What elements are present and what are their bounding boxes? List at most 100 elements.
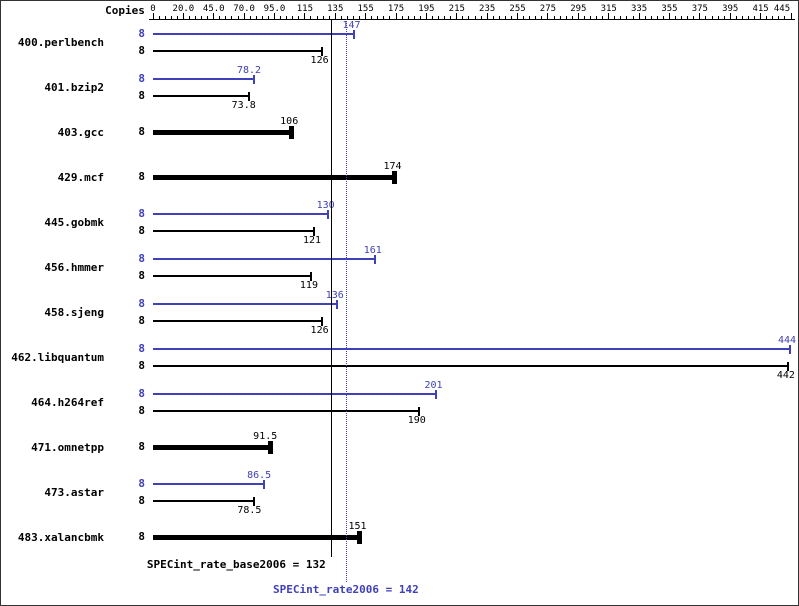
x-axis-tick-label: 95.0 [263,4,286,14]
x-axis-minor-tick [231,16,233,19]
x-axis-minor-tick [407,16,409,19]
x-axis-major-tick [365,13,367,19]
x-axis-major-tick [213,13,215,19]
x-axis-minor-tick [170,16,172,19]
result-bar-endcap [786,361,789,371]
result-value: 174 [383,161,402,172]
x-axis-tick-label: 0 [150,4,156,14]
x-axis-minor-tick [784,16,786,19]
copies-value: 8 [138,224,145,237]
result-bar-endcap [247,91,250,101]
x-axis-minor-tick [741,16,743,19]
x-axis-minor-tick [498,16,500,19]
copies-value: 8 [138,207,145,220]
result-value: 444 [777,335,796,346]
benchmark-name: 462.libquantum [11,351,104,364]
x-axis-minor-tick [662,16,664,19]
result-value: 151 [348,521,367,532]
copies-value: 8 [138,342,145,355]
result-bar-endcap [417,406,420,416]
x-axis-tick-label: 45.0 [202,4,225,14]
copies-value: 8 [138,27,145,40]
x-axis-minor-tick [711,16,713,19]
result-bar-endcap [373,254,376,264]
x-axis-minor-tick [432,16,433,19]
result-bar [153,95,249,97]
x-axis-tick-label: 335 [630,4,648,14]
x-axis-tick-label: 375 [691,4,708,14]
x-axis-tick-label: 175 [387,4,405,14]
copies-column-header: Copies [105,4,145,17]
benchmark-name: 458.sjeng [44,306,104,319]
x-axis-tick-label: 295 [570,4,587,14]
x-axis-minor-tick [675,16,677,19]
x-axis-minor-tick [298,16,300,19]
result-bar-endcap [263,479,266,489]
x-axis-minor-tick [371,16,373,19]
result-value: 136 [325,290,344,301]
x-axis-minor-tick [583,16,585,19]
x-axis-minor-tick [602,16,604,19]
x-axis-minor-tick [474,16,476,19]
result-bar [153,275,311,277]
result-bar-endcap [335,299,338,309]
copies-value: 8 [138,477,145,490]
x-axis-tick-label: 135 [327,4,344,14]
x-axis-minor-tick [766,16,768,19]
result-value: 78.2 [237,65,262,76]
result-bar-endcap [309,271,312,281]
benchmark-name: 445.gobmk [44,216,104,229]
x-axis-minor-tick [468,16,470,19]
x-axis-minor-tick [413,16,415,19]
x-axis-minor-tick [754,16,756,19]
x-axis-minor-tick [450,16,452,19]
copies-value: 8 [138,72,145,85]
result-bar-endcap [788,344,791,354]
x-axis-minor-tick [614,16,616,19]
peak-rate-reference-line [345,19,347,582]
benchmark-name: 401.bzip2 [44,81,104,94]
x-axis-minor-tick [219,16,221,19]
x-axis-tick-label: 395 [722,4,739,14]
x-axis-major-tick [790,13,792,19]
x-axis-major-tick [638,13,640,19]
result-value: 161 [363,245,382,256]
x-axis-tick-label: 20.0 [172,4,195,14]
copies-value: 8 [138,359,145,372]
x-axis-minor-tick [195,16,197,19]
result-bar [153,174,395,180]
result-bar [153,444,271,450]
x-axis-line [149,19,795,20]
x-axis-minor-tick [705,16,707,19]
result-value: 119 [299,280,318,291]
result-bar [153,365,788,367]
x-axis-minor-tick [340,16,342,19]
x-axis-minor-tick [571,16,573,19]
result-bar-endcap [357,530,363,544]
result-bar [153,78,255,80]
benchmark-name: 403.gcc [57,126,104,139]
x-axis-minor-tick [620,16,622,19]
x-axis-minor-tick [316,16,318,19]
x-axis-minor-tick [632,16,634,19]
benchmark-name: 456.hmmer [44,261,104,274]
benchmark-name: 400.perlbench [17,36,104,49]
result-bar-endcap [352,29,355,39]
x-axis-tick-label: 215 [448,4,465,14]
result-bar [153,303,337,305]
x-axis-major-tick [334,13,336,19]
x-axis-minor-tick [158,16,160,19]
copies-value: 8 [138,89,145,102]
x-axis-minor-tick [176,16,178,19]
x-axis-major-tick [304,13,306,19]
x-axis-tick-label: 355 [661,4,678,14]
result-bar-endcap [253,74,256,84]
result-bar-endcap [320,46,323,56]
x-axis-minor-tick [401,16,403,19]
x-axis-minor-tick [164,16,166,19]
result-bar-endcap [326,209,329,219]
x-axis-minor-tick [389,16,391,19]
x-axis-tick-label: 70.0 [233,4,255,14]
copies-value: 8 [138,269,145,282]
